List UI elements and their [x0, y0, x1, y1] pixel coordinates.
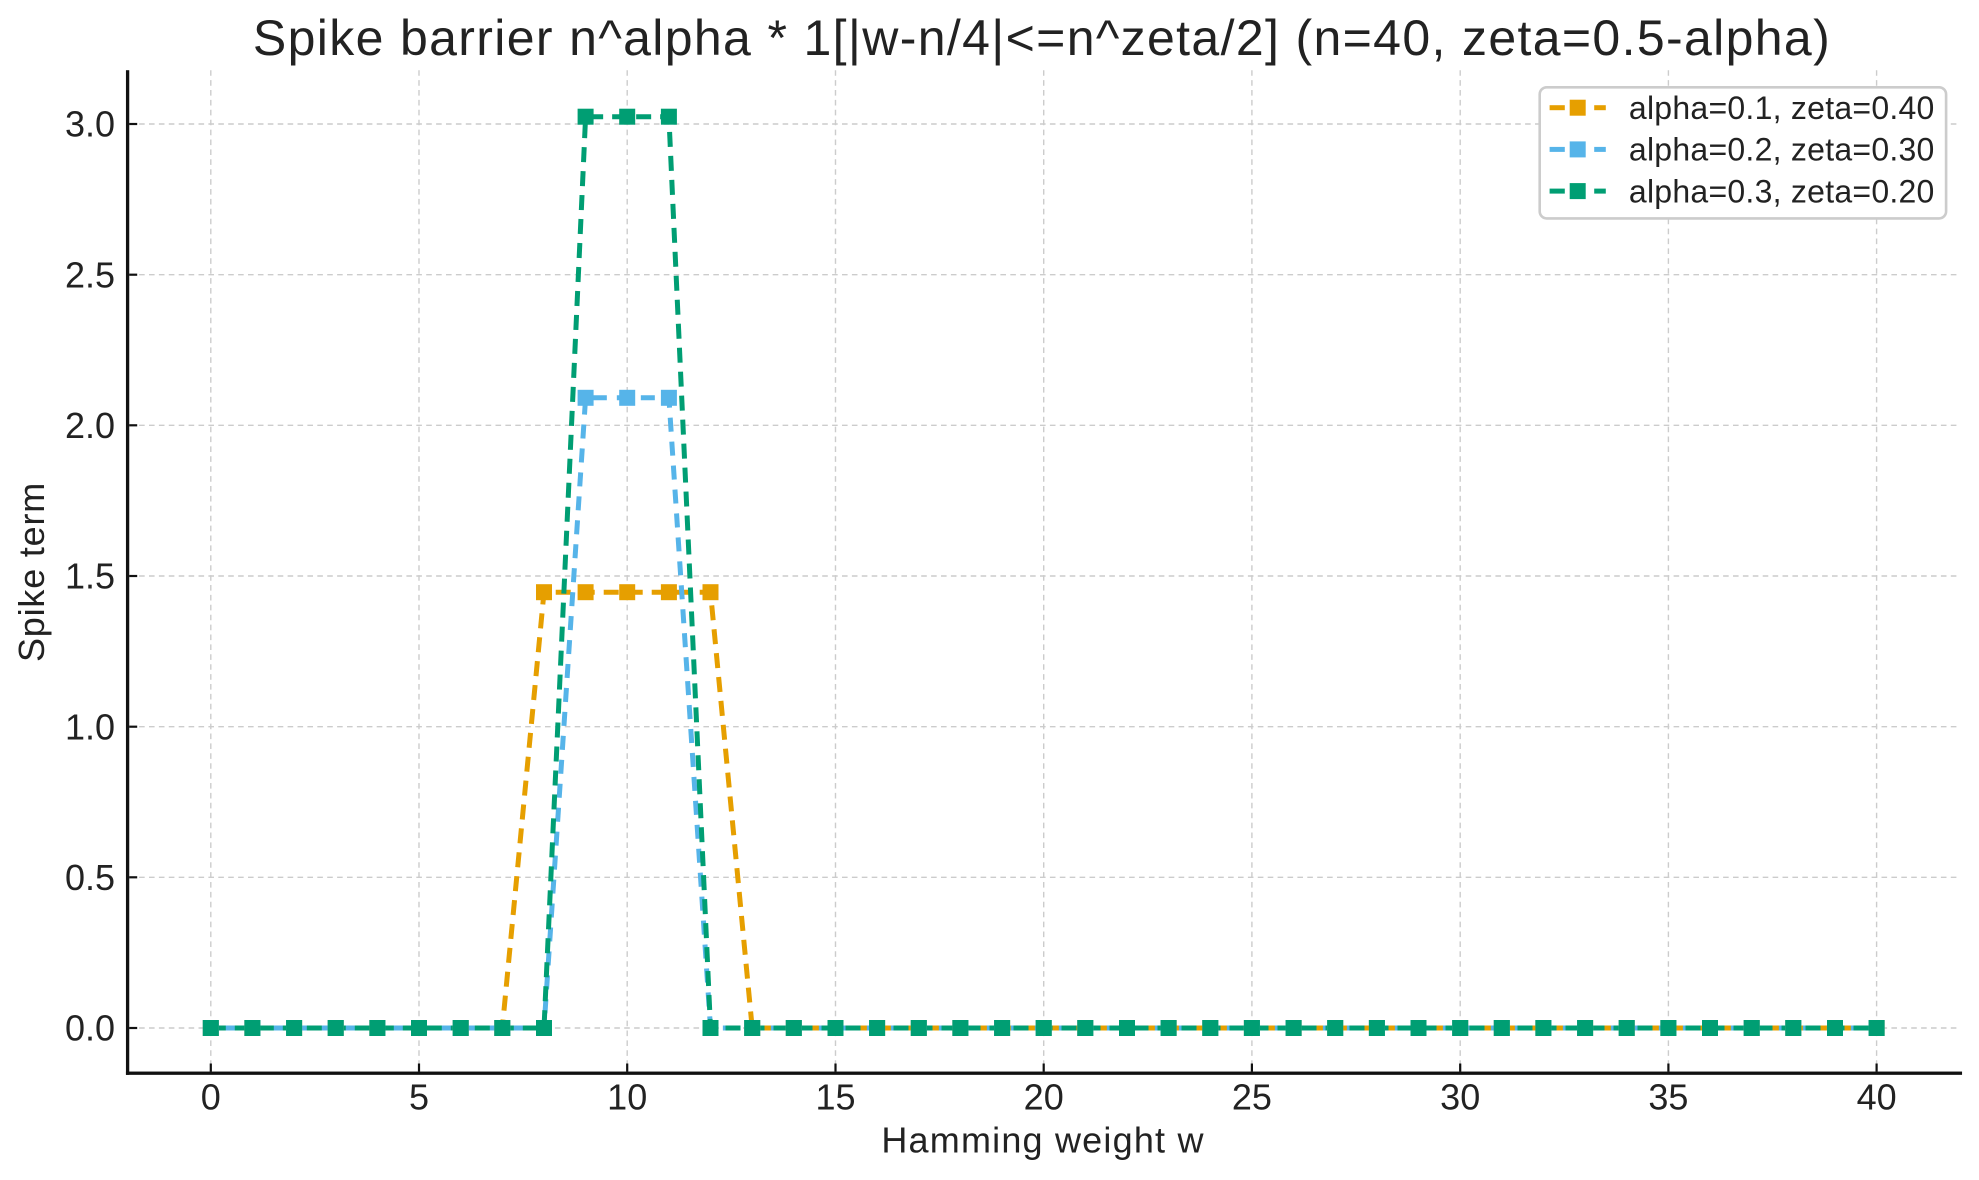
svg-text:30: 30 [1440, 1076, 1480, 1117]
svg-text:35: 35 [1648, 1076, 1688, 1117]
svg-text:0.0: 0.0 [65, 1008, 115, 1049]
svg-text:Spike term: Spike term [11, 482, 52, 662]
svg-text:3.0: 3.0 [65, 104, 115, 145]
svg-text:10: 10 [607, 1076, 647, 1117]
svg-text:25: 25 [1232, 1076, 1272, 1117]
svg-text:alpha=0.2, zeta=0.30: alpha=0.2, zeta=0.30 [1629, 132, 1935, 168]
svg-text:alpha=0.1, zeta=0.40: alpha=0.1, zeta=0.40 [1629, 90, 1935, 126]
svg-text:0: 0 [201, 1076, 221, 1117]
svg-text:alpha=0.3, zeta=0.20: alpha=0.3, zeta=0.20 [1629, 173, 1935, 209]
svg-text:20: 20 [1024, 1076, 1064, 1117]
svg-text:0.5: 0.5 [65, 857, 115, 898]
svg-text:2.0: 2.0 [65, 405, 115, 446]
svg-text:15: 15 [815, 1076, 855, 1117]
svg-text:40: 40 [1857, 1076, 1897, 1117]
svg-text:1.0: 1.0 [65, 706, 115, 747]
svg-text:Hamming weight w: Hamming weight w [881, 1119, 1204, 1160]
svg-text:2.5: 2.5 [65, 254, 115, 295]
svg-text:5: 5 [409, 1076, 429, 1117]
svg-text:Spike barrier n^alpha * 1[|w-n: Spike barrier n^alpha * 1[|w-n/4|<=n^zet… [253, 10, 1831, 66]
svg-text:1.5: 1.5 [65, 556, 115, 597]
